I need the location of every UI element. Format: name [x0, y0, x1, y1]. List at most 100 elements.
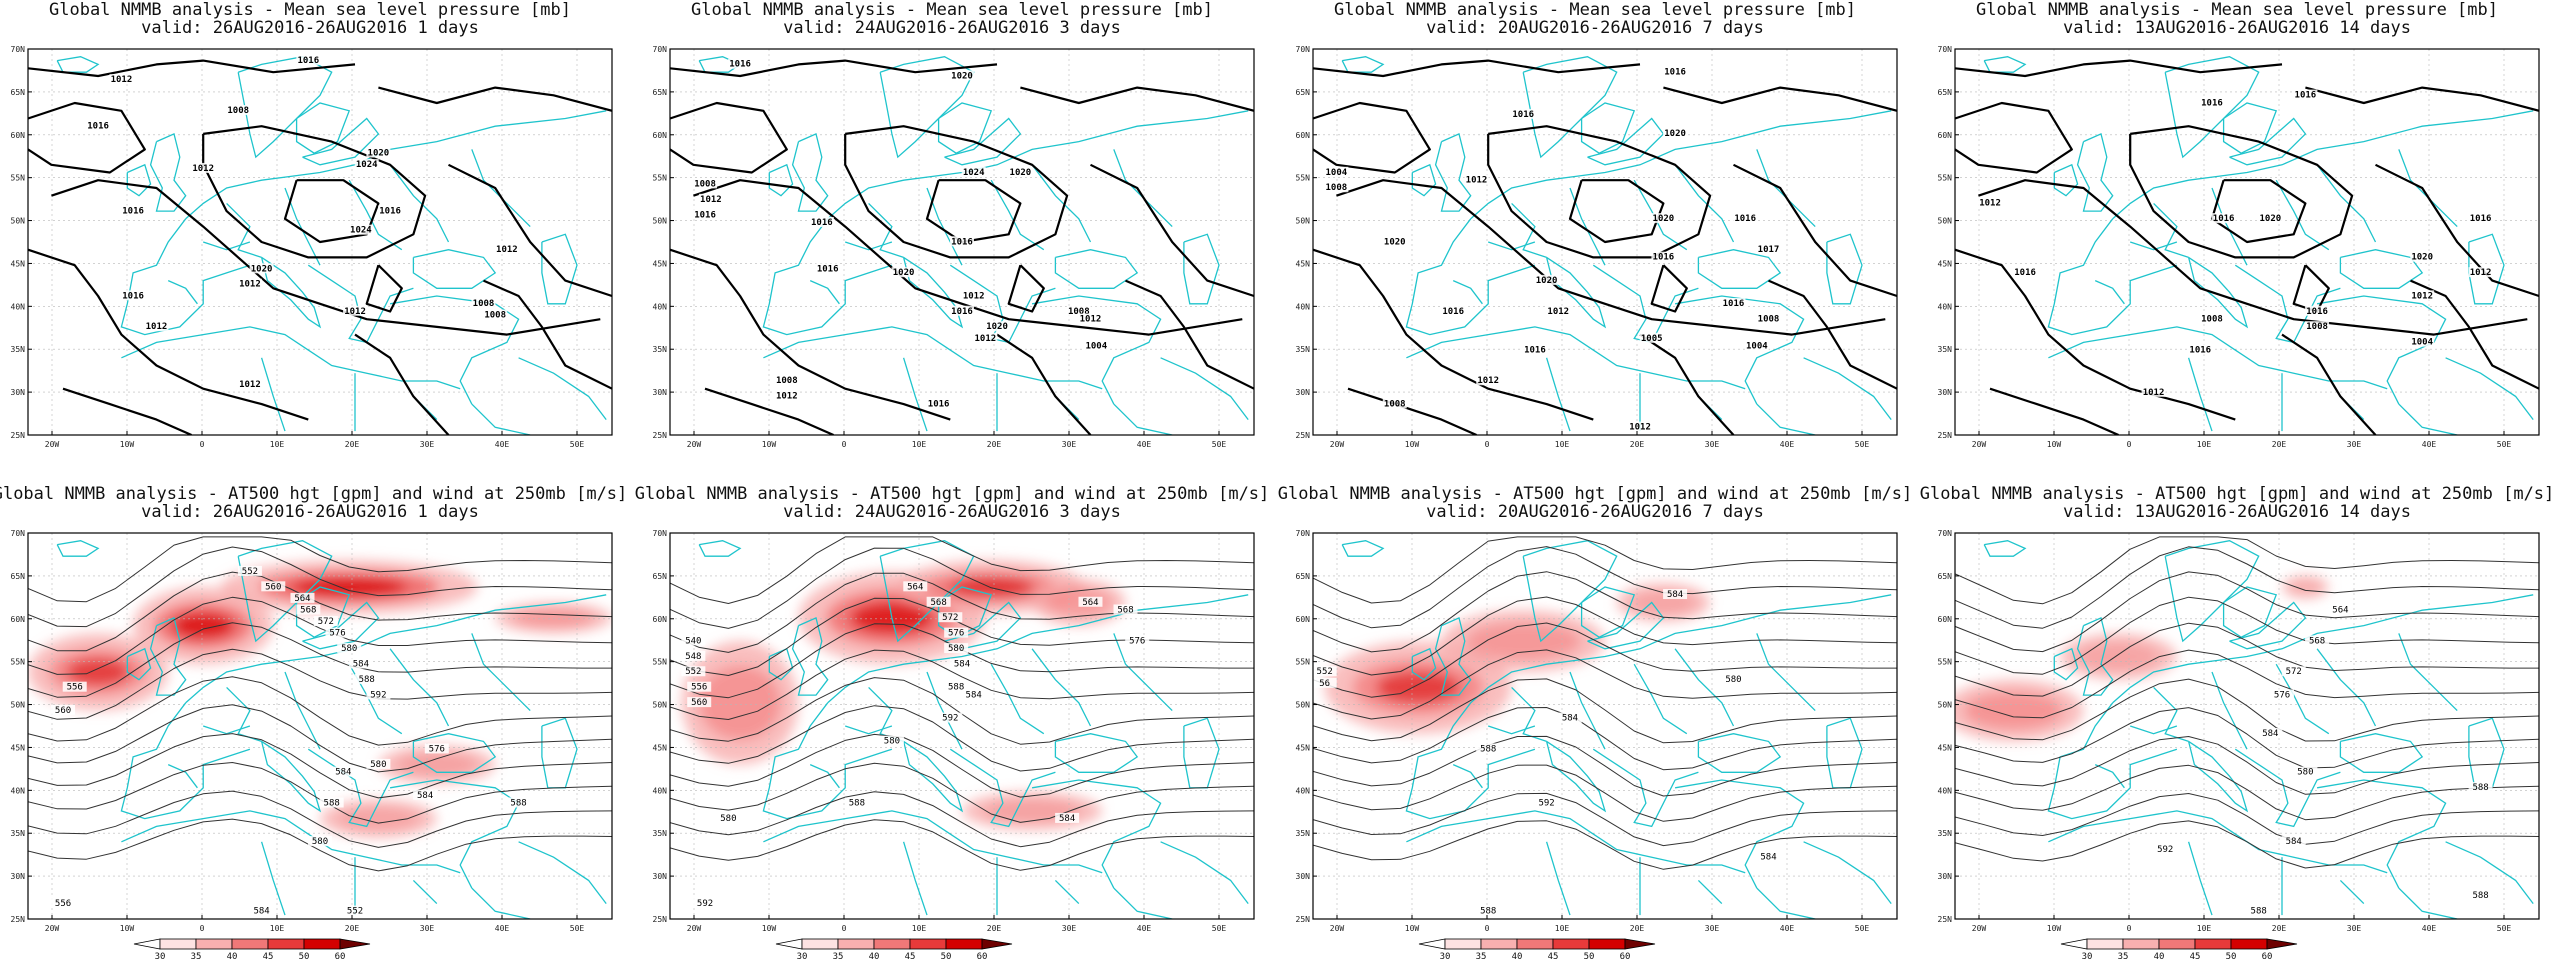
coastline [2187, 740, 2249, 813]
contour-line [1955, 248, 2236, 421]
contour-label-bg [961, 689, 986, 700]
contour-label-bg [1055, 812, 1080, 823]
lat-tick-label: 45N [1296, 743, 1311, 752]
coastline [1674, 164, 1735, 243]
coastline [1587, 117, 1665, 166]
contour-label: 1020 [1010, 168, 1032, 178]
wind-colorbar: 30 35 40 45 50 60 [133, 938, 371, 962]
contour-label: 1012 [1466, 176, 1488, 186]
colorbar-min-arrow [133, 938, 161, 950]
contour-label: 584 [954, 660, 970, 670]
lat-tick-label: 40N [11, 786, 26, 795]
map-frame [27, 48, 613, 436]
lon-tick-label: 20E [987, 924, 1002, 933]
contour-label-bg [716, 812, 741, 823]
lat-tick-label: 65N [653, 88, 668, 97]
coastline [827, 594, 1249, 704]
contour-lines [1955, 536, 2539, 869]
contour-line [1313, 546, 1897, 629]
lon-tick-label: 10W [762, 924, 777, 933]
contour-label-bg [681, 635, 706, 646]
contour-label-bg [693, 209, 718, 220]
coastline [2316, 164, 2377, 243]
contour-label: 552 [1317, 667, 1333, 677]
longitude-axis: 20W 10W 0 10E 20E 30E 40E 50E [1330, 431, 1869, 449]
contour-lines [28, 59, 612, 435]
lon-tick-label: 0 [842, 440, 847, 449]
contour-label: 540 [685, 636, 701, 646]
contour-line [2375, 163, 2539, 298]
colorbar-tick-label: 60 [1620, 952, 1631, 960]
contour-line [670, 819, 1254, 871]
contour-label: 1012 [344, 307, 366, 317]
colorbar-tick-label: 40 [1512, 952, 1523, 960]
contour-label: 584 [1562, 714, 1578, 724]
contour-line [51, 179, 601, 336]
coastline [1569, 671, 1606, 750]
contour-label-bg [319, 797, 344, 808]
colorbar-segment [801, 938, 839, 950]
contour-label: 1012 [496, 245, 518, 255]
coastline [295, 102, 351, 154]
colorbar-segment [1444, 938, 1482, 950]
coastline [2129, 725, 2178, 735]
contour-line [670, 536, 1254, 604]
contour-label-bg [366, 689, 391, 700]
coastline [1405, 218, 1536, 336]
lon-tick-label: 50E [2497, 924, 2512, 933]
contour-line [1955, 622, 2539, 697]
lon-tick-label: 20W [687, 440, 702, 449]
map-panel-8: Global NMMB analysis - AT500 hgt [gpm] a… [1920, 484, 2555, 962]
contour-label-bg [1978, 197, 2003, 208]
coastline [763, 810, 1103, 874]
coastline [518, 357, 607, 420]
lat-tick-label: 70N [653, 529, 668, 538]
lat-tick-label: 70N [653, 45, 668, 54]
coastline [1545, 740, 1607, 813]
lat-tick-label: 35N [653, 829, 668, 838]
contour-label-bg [950, 658, 974, 669]
contour-line [670, 762, 1254, 823]
contour-label: 1016 [2470, 214, 2492, 224]
coastline [226, 202, 262, 259]
map-frame [1954, 48, 2540, 436]
coastline [260, 357, 286, 432]
contour-label-bg [1756, 313, 1781, 324]
colorbar-tick-label: 45 [905, 952, 916, 960]
lat-tick-label: 40N [653, 786, 668, 795]
contour-label-bg [1066, 305, 1091, 316]
contour-label: 1012 [2470, 268, 2492, 278]
coastline [1674, 648, 1735, 727]
map-frame [1954, 532, 2540, 920]
contour-label: 1016 [87, 121, 109, 131]
colorbar-segment [159, 938, 197, 950]
contour-line [1313, 678, 1897, 744]
lon-tick-label: 20E [2272, 924, 2287, 933]
lat-tick-label: 25N [1938, 915, 1953, 924]
contour-label: 576 [2274, 690, 2290, 700]
coastline [809, 280, 840, 305]
contour-label: 580 [370, 760, 386, 770]
panel-title-block: Global NMMB analysis - AT500 hgt [gpm] a… [1920, 484, 2555, 522]
longitude-axis: 20W 10W 0 10E 20E 30E 40E 50E [45, 915, 584, 933]
colorbar-tick-label: 30 [2082, 952, 2093, 960]
graticule [28, 49, 612, 435]
contour-label-bg [2211, 213, 2236, 224]
contour-label-bg [1663, 66, 1688, 77]
lat-tick-label: 25N [653, 915, 668, 924]
contour-line [1020, 86, 1254, 112]
contour-label: 1020 [368, 149, 390, 159]
contour-label: 572 [2286, 667, 2302, 677]
coastline [1487, 241, 1536, 251]
lat-tick-label: 25N [1296, 431, 1311, 440]
contour-line [1955, 536, 2539, 605]
lon-tick-label: 20W [45, 440, 60, 449]
lat-tick-label: 45N [1296, 259, 1311, 268]
lon-tick-label: 10E [270, 924, 285, 933]
contour-line [996, 333, 1092, 435]
coastline [1592, 748, 1699, 828]
contour-label: 1004 [2411, 338, 2433, 348]
contour-label: 1008 [1068, 307, 1090, 317]
colorbar-segment [2122, 938, 2160, 950]
contour-line [28, 648, 612, 720]
